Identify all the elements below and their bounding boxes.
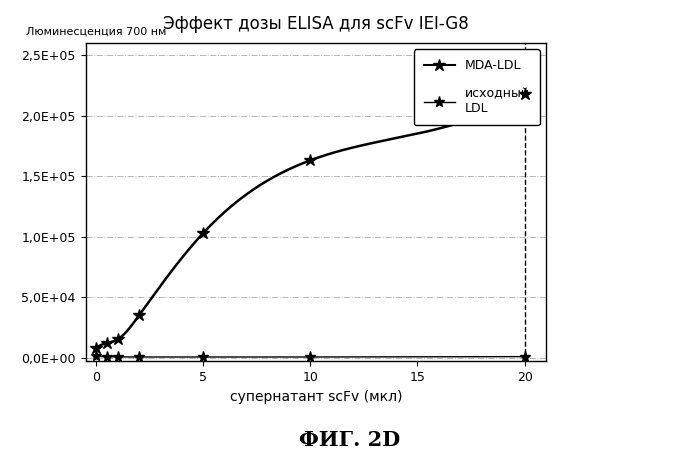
MDA-LDL bbox=[92, 345, 100, 351]
Text: Люминесценция 700 нм: Люминесценция 700 нм bbox=[26, 27, 166, 36]
MDA-LDL bbox=[103, 340, 111, 346]
X-axis label: супернатант scFv (мкл): супернатант scFv (мкл) bbox=[230, 390, 402, 404]
исходный
LDL bbox=[92, 354, 100, 359]
MDA-LDL bbox=[520, 91, 528, 96]
исходный
LDL bbox=[135, 354, 143, 360]
исходный
LDL bbox=[103, 354, 111, 359]
MDA-LDL bbox=[135, 313, 143, 318]
Legend: MDA-LDL, исходный
LDL: MDA-LDL, исходный LDL bbox=[414, 49, 540, 125]
исходный
LDL bbox=[306, 354, 314, 360]
Line: исходный
LDL: исходный LDL bbox=[91, 351, 530, 363]
MDA-LDL bbox=[199, 230, 207, 236]
MDA-LDL bbox=[306, 158, 314, 163]
Title: Эффект дозы ELISA для scFv IEI-G8: Эффект дозы ELISA для scFv IEI-G8 bbox=[163, 15, 468, 33]
исходный
LDL bbox=[113, 354, 122, 360]
MDA-LDL bbox=[113, 337, 122, 342]
исходный
LDL bbox=[199, 354, 207, 360]
Line: MDA-LDL: MDA-LDL bbox=[90, 87, 531, 354]
исходный
LDL bbox=[520, 354, 528, 359]
Text: ФИГ. 2D: ФИГ. 2D bbox=[300, 429, 400, 450]
